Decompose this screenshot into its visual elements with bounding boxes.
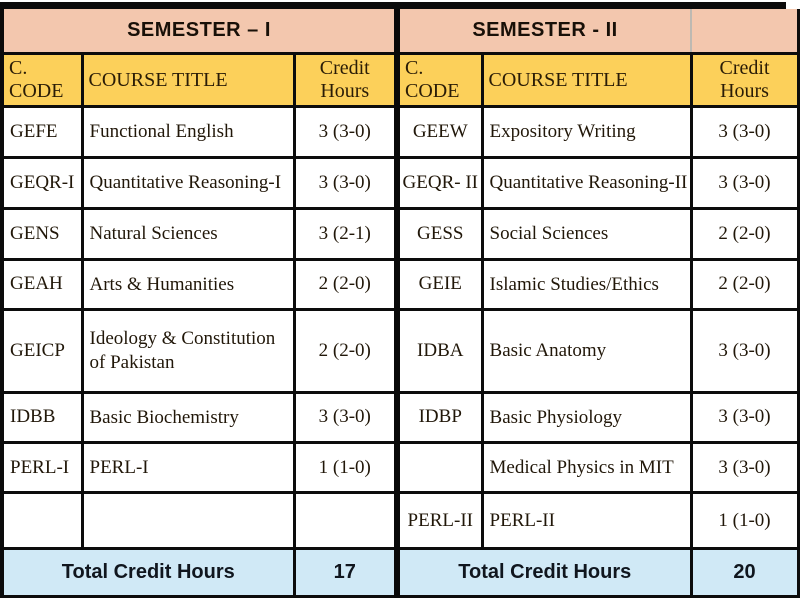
course-code-cell: IDBA <box>394 308 484 394</box>
sem1-title-header: COURSE TITLE <box>80 52 296 109</box>
course-code-cell <box>0 490 84 551</box>
table-row: PERL-I PERL-I 1 (1-0) Medical Physics in… <box>0 441 800 494</box>
course-title-cell: Functional English <box>80 105 296 159</box>
sem1-total-label: Total Credit Hours <box>0 547 296 598</box>
semester2-title-spacer <box>690 3 800 56</box>
course-code-cell: PERL-I <box>0 441 84 494</box>
credit-hours-cell: 3 (3-0) <box>689 390 800 445</box>
course-title-cell: Medical Physics in MIT <box>480 441 693 494</box>
course-title-cell: Quantitative Reasoning-II <box>480 155 693 211</box>
course-title-cell: Ideology & Constitution of Pakistan <box>80 308 296 394</box>
table-row: GEFE Functional English 3 (3-0) GEEW Exp… <box>0 105 800 159</box>
sem2-code-header: C. CODE <box>394 52 484 109</box>
credit-hours-cell: 2 (2-0) <box>689 257 800 312</box>
credit-hours-cell: 3 (3-0) <box>689 105 800 159</box>
course-code-cell: IDBP <box>394 390 484 445</box>
semester1-title: SEMESTER – I <box>0 3 399 56</box>
total-row: Total Credit Hours 17 Total Credit Hours… <box>0 547 800 598</box>
course-code-cell: GENS <box>0 207 84 261</box>
course-code-cell <box>394 441 484 494</box>
course-code-cell: GEAH <box>0 257 84 312</box>
credit-hours-cell <box>292 490 399 551</box>
course-title-cell: Islamic Studies/Ethics <box>480 257 693 312</box>
course-code-cell: IDBB <box>0 390 84 445</box>
course-title-cell: Quantitative Reasoning-I <box>80 155 296 211</box>
course-code-cell: GEFE <box>0 105 84 159</box>
course-code-cell: GEEW <box>394 105 484 159</box>
table-row: PERL-II PERL-II 1 (1-0) <box>0 490 800 551</box>
course-code-cell: GEIE <box>394 257 484 312</box>
course-title-cell: Social Sciences <box>480 207 693 261</box>
credit-hours-cell: 1 (1-0) <box>689 490 800 551</box>
course-title-cell: PERL-I <box>80 441 296 494</box>
credit-hours-cell: 3 (3-0) <box>292 390 399 445</box>
credit-hours-cell: 1 (1-0) <box>292 441 399 494</box>
credit-hours-cell: 2 (2-0) <box>292 308 399 394</box>
credit-hours-cell: 2 (2-0) <box>292 257 399 312</box>
sem1-total-value: 17 <box>292 547 399 598</box>
course-title-cell: Basic Anatomy <box>480 308 693 394</box>
credit-hours-cell: 3 (3-0) <box>292 155 399 211</box>
course-title-cell: Expository Writing <box>480 105 693 159</box>
course-code-cell: GEQR- II <box>394 155 484 211</box>
table-row: GEICP Ideology & Constitution of Pakista… <box>0 308 800 394</box>
sem2-total-label: Total Credit Hours <box>394 547 693 598</box>
credit-hours-cell: 2 (2-0) <box>689 207 800 261</box>
credit-hours-cell: 3 (3-0) <box>292 105 399 159</box>
sem2-title-header: COURSE TITLE <box>480 52 693 109</box>
course-code-cell: PERL-II <box>394 490 484 551</box>
course-title-cell <box>80 490 296 551</box>
course-code-cell: GESS <box>394 207 484 261</box>
table-row: GEQR-I Quantitative Reasoning-I 3 (3-0) … <box>0 155 800 211</box>
table-row: GEAH Arts & Humanities 2 (2-0) GEIE Isla… <box>0 257 800 312</box>
table-row: GENS Natural Sciences 3 (2-1) GESS Socia… <box>0 207 800 261</box>
course-code-cell: GEICP <box>0 308 84 394</box>
course-title-cell: Natural Sciences <box>80 207 296 261</box>
course-title-cell: Arts & Humanities <box>80 257 296 312</box>
sem2-credit-header: Credit Hours <box>689 52 800 109</box>
credit-hours-cell: 3 (2-1) <box>292 207 399 261</box>
course-title-cell: PERL-II <box>480 490 693 551</box>
course-code-cell: GEQR-I <box>0 155 84 211</box>
course-title-cell: Basic Biochemistry <box>80 390 296 445</box>
credit-hours-cell: 3 (3-0) <box>689 441 800 494</box>
table-row: IDBB Basic Biochemistry 3 (3-0) IDBP Bas… <box>0 390 800 445</box>
sem2-total-value: 20 <box>689 547 800 598</box>
semester2-title: SEMESTER - II <box>394 3 693 56</box>
credit-hours-cell: 3 (3-0) <box>689 308 800 394</box>
column-header-row: C. CODE COURSE TITLE Credit Hours C. COD… <box>0 52 800 109</box>
sem1-code-header: C. CODE <box>0 52 84 109</box>
semester-header-row: SEMESTER – I SEMESTER - II <box>0 3 800 56</box>
credit-hours-cell: 3 (3-0) <box>689 155 800 211</box>
course-title-cell: Basic Physiology <box>480 390 693 445</box>
scan-edge-notch <box>786 0 800 9</box>
sem1-credit-header: Credit Hours <box>292 52 399 109</box>
